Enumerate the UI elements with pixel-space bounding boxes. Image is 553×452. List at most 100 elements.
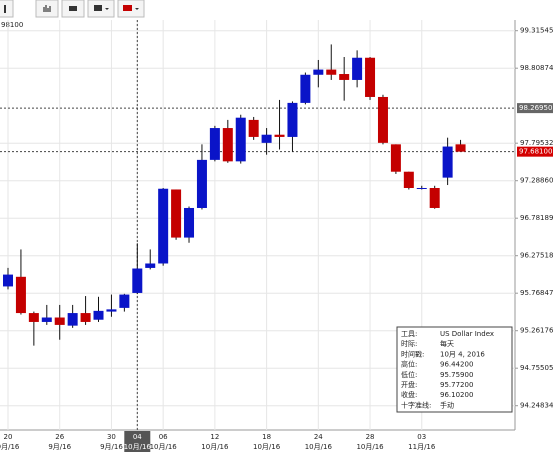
x-tick-label: 06: [159, 433, 168, 441]
y-tick-label: 99.31545: [520, 27, 553, 35]
info-box-frame: [396, 326, 513, 413]
candle-body: [365, 57, 376, 97]
info-value: 10月 4, 2016: [440, 350, 485, 358]
info-label: 时际:: [401, 339, 417, 348]
candle-body: [313, 69, 324, 75]
toolbar-button[interactable]: [35, 0, 59, 18]
candle-body: [158, 188, 169, 264]
candle-body: [235, 117, 246, 162]
y-tick-label: 98.80874: [520, 64, 553, 72]
candle-body: [171, 189, 182, 238]
candle-body: [54, 317, 65, 325]
y-tick-label: 96.78189: [520, 214, 553, 222]
candle-body: [455, 144, 466, 152]
x-tick-label: 28: [366, 433, 375, 441]
info-label: 收盘:: [401, 390, 417, 399]
info-value: 96.44200: [440, 361, 473, 369]
crosshair-x-label-bg: [124, 431, 151, 452]
candle-body: [442, 146, 453, 178]
x-tick-sublabel: 10月/16: [201, 443, 229, 451]
candle-body: [274, 134, 285, 137]
candle-body: [196, 159, 207, 208]
x-tick-sublabel: 10月/16: [150, 443, 178, 451]
candle-body: [119, 294, 130, 308]
candle-body: [80, 313, 91, 322]
candle-body: [222, 128, 233, 162]
icon: [69, 6, 77, 11]
candle-body: [184, 207, 195, 238]
info-value: 96.10200: [440, 391, 473, 399]
candle-body: [300, 74, 311, 103]
candle-body: [352, 57, 363, 80]
toolbar: [0, 0, 145, 18]
candle-body: [132, 268, 143, 293]
x-tick-label: 12: [210, 433, 219, 441]
info-value: 每天: [440, 339, 454, 348]
info-label: 低位:: [401, 370, 417, 379]
icon: [4, 5, 6, 13]
x-tick-sublabel: 9月/16: [0, 443, 20, 451]
x-tick-sublabel: 9月/16: [100, 443, 123, 451]
candle-body: [390, 144, 401, 172]
last-price-label: 97.68100: [519, 148, 552, 156]
info-label: 时间戳:: [401, 349, 424, 358]
candle-body: [416, 187, 427, 189]
candle-body: [41, 317, 52, 322]
icon: [135, 8, 139, 10]
x-tick-label: 18: [262, 433, 271, 441]
candle-body: [261, 134, 272, 143]
x-tick-label: 04: [133, 433, 142, 441]
candle-body: [106, 309, 117, 312]
info-value: US Dollar Index: [440, 330, 494, 338]
info-label: 高位:: [401, 360, 417, 369]
crosshair-price-label-bg: [517, 103, 553, 114]
x-tick-sublabel: 10月/16: [124, 443, 152, 451]
candle-body: [326, 69, 337, 75]
icon: [43, 5, 51, 12]
x-tick-label: 30: [107, 433, 116, 441]
info-label: 开盘:: [401, 380, 417, 389]
icon: [123, 5, 132, 11]
last-price-label-bg: [517, 146, 553, 157]
candle-body: [429, 187, 440, 208]
info-label: 工具:: [401, 330, 417, 338]
x-tick-label: 03: [417, 433, 426, 441]
y-tick-label: 94.75505: [520, 364, 553, 372]
icon: [94, 5, 102, 11]
candle-body: [377, 96, 388, 143]
info-value: 手动: [440, 400, 454, 409]
y-tick-label: 96.27518: [520, 252, 553, 260]
x-tick-label: 26: [55, 433, 64, 441]
candle-body: [403, 171, 414, 188]
x-tick-label: 20: [4, 433, 13, 441]
candle-body: [15, 276, 26, 314]
y-tick-label: 95.26176: [520, 327, 553, 335]
info-value: 95.77200: [440, 381, 473, 389]
candle-body: [209, 128, 220, 160]
x-tick-label: 24: [314, 433, 323, 441]
y-tick-label: 97.79532: [520, 139, 553, 147]
candle-body: [67, 313, 78, 326]
x-tick-sublabel: 9月/16: [48, 443, 71, 451]
candle-body: [145, 263, 156, 268]
x-tick-sublabel: 10月/16: [253, 443, 281, 451]
candle-body: [28, 313, 39, 322]
info-label: 十字准线:: [401, 400, 431, 409]
icon: [105, 8, 109, 10]
y-tick-label: 94.24834: [520, 402, 553, 410]
y-tick-label: 97.28860: [520, 177, 553, 185]
corner-label: 98100: [1, 21, 23, 29]
candle-body: [339, 74, 350, 80]
candle-body: [287, 102, 298, 137]
y-tick-label: 95.76847: [520, 289, 553, 297]
toolbar-button[interactable]: [0, 0, 14, 18]
info-value: 95.75900: [440, 371, 473, 379]
x-tick-sublabel: 10月/16: [305, 443, 333, 451]
candle-body: [3, 274, 13, 287]
crosshair-price-label: 98.26950: [519, 104, 552, 112]
candle-body: [248, 119, 259, 137]
candle-body: [93, 310, 104, 320]
